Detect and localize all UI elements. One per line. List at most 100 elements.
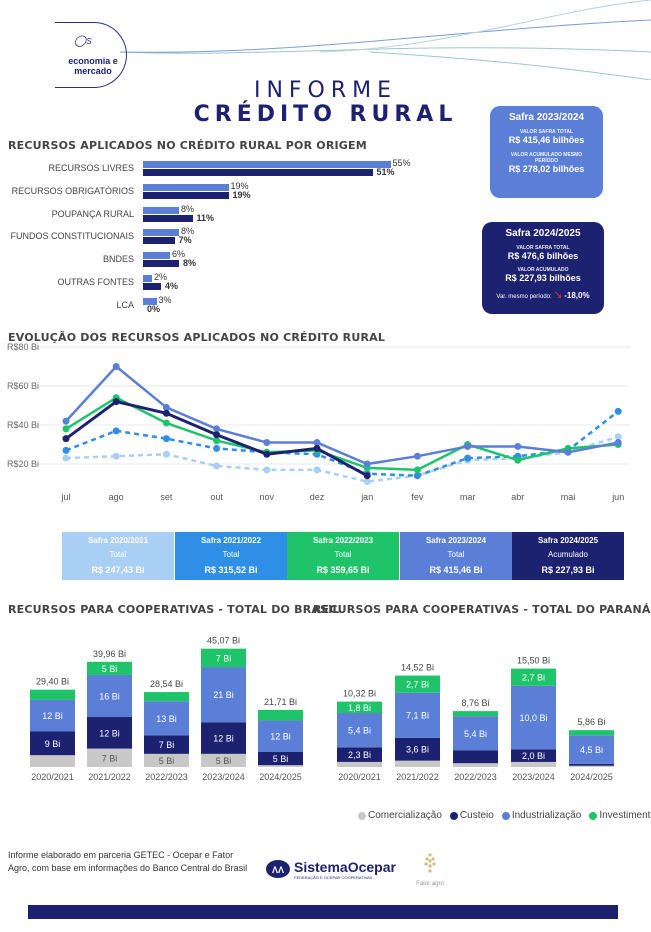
coop-brasil-total-label: 39,96 Bi	[93, 649, 126, 659]
coop-parana-bar-segment	[395, 675, 440, 693]
coop-brasil-segment-label: 16 Bi	[99, 691, 120, 701]
safra-summary-box: Safra 2021/2022 Total R$ 315,52 Bi	[175, 532, 287, 580]
series-point	[213, 444, 221, 452]
coop-brasil-bar-segment	[144, 753, 189, 767]
logo-frame	[55, 22, 127, 88]
coop-brasil-category-label: 2023/2024	[202, 772, 245, 782]
series-point	[62, 425, 70, 433]
coop-parana-segment-label: 5,4 Bi	[464, 729, 487, 739]
coop-parana-bar-segment	[569, 735, 614, 764]
coop-brasil-category-label: 2022/2023	[145, 772, 188, 782]
coop-brasil-bar-segment	[87, 661, 132, 675]
coop-brasil-segment-label: 5 Bi	[216, 756, 232, 766]
coop-parana-segment-label: 7,1 Bi	[406, 711, 429, 721]
safra-summary-title: Safra 2020/2021	[87, 536, 149, 545]
coop-parana-segment-label: 2,7 Bi	[522, 673, 545, 683]
coop-parana-bar-segment	[395, 737, 440, 761]
coop-brasil-bar-segment	[87, 748, 132, 767]
safra-summary-value: R$ 227,93 Bi	[541, 565, 595, 575]
series-point	[614, 407, 622, 415]
coop-bar-charts: 9 Bi 12 Bi 29,40 Bi 2020/2021 7 Bi 12 Bi 16 Bi…	[30, 636, 614, 782]
report-title-line1: INFORME	[253, 78, 398, 103]
origem-value-2023: 8%	[181, 226, 195, 237]
series-point	[112, 452, 120, 460]
series-point	[313, 439, 321, 447]
coop-parana-bar-segment	[453, 763, 498, 767]
series-point	[62, 435, 70, 443]
coop-parana-category-label: 2024/2025	[570, 772, 613, 782]
coop-brasil-segment-label: 5 Bi	[102, 664, 118, 674]
series-point	[363, 472, 371, 480]
coop-parana-bar-segment	[569, 763, 614, 766]
coop-brasil-bar-segment	[258, 752, 303, 766]
series-point	[263, 450, 271, 458]
series-point	[464, 454, 472, 462]
origem-value-2024: 0%	[147, 303, 161, 314]
series-point	[263, 466, 271, 474]
series-point	[62, 454, 70, 462]
origem-bar-2023	[143, 252, 170, 260]
series-point	[62, 417, 70, 425]
coop-parana-bar-segment	[511, 668, 556, 686]
origem-bar-2023	[143, 275, 152, 282]
series-point	[413, 452, 421, 460]
legend-label: Comercialização	[368, 810, 442, 821]
safra-summary-title: Safra 2021/2022	[200, 536, 262, 545]
coop-parana-title: RECURSOS PARA COOPERATIVAS - TOTAL DO PA…	[313, 603, 651, 616]
legend-label: Investimento	[599, 810, 651, 821]
ocepar-logo-text: SistemaOcepar	[294, 858, 396, 875]
header-decoration-lines	[120, 0, 651, 80]
coop-brasil-segment-label: 12 Bi	[270, 732, 291, 742]
origem-label: LCA	[116, 299, 134, 310]
coop-parana-segment-label: 5,4 Bi	[348, 726, 371, 736]
legend-item: Comercialização	[358, 810, 442, 821]
origem-value-2024: 8%	[183, 258, 197, 269]
fatoragro-logo: Fator agro	[412, 852, 448, 887]
coop-parana-segment-label: 2,3 Bi	[348, 750, 371, 760]
series-point	[162, 435, 170, 443]
series-point	[162, 403, 170, 411]
origem-bar-2024	[143, 260, 179, 268]
evolucao-line-chart: R$80 Bi R$60 Bi R$40 Bi R$20 Bi jul ago set out…	[7, 342, 630, 502]
safra-summary-sub: Total	[109, 550, 127, 559]
series-point	[514, 442, 522, 450]
ocepar-logo: ΛΛ SistemaOcepar FEDERAÇÃO E OCEPAR COOP…	[265, 858, 396, 880]
origem-value-2023: 3%	[158, 294, 172, 305]
card-safra-2024: Safra 2024/2025 VALOR SAFRA TOTAL R$ 476…	[482, 222, 604, 314]
series-point	[112, 427, 120, 435]
origem-title: RECURSOS APLICADOS NO CRÉDITO RURAL POR …	[8, 139, 367, 152]
y-tick-label: R$80 Bi	[7, 342, 39, 352]
coop-brasil-bar-segment	[30, 689, 75, 700]
series-point	[112, 363, 120, 370]
origem-bar-2023	[143, 161, 391, 168]
ocepar-logo-subtext: FEDERAÇÃO E OCEPAR COOPERATIVAS	[294, 874, 373, 880]
x-tick-label: out	[210, 492, 223, 502]
safra-summary-sub: Total	[334, 550, 352, 559]
coop-brasil-bar-segment	[30, 731, 75, 756]
coop-brasil-segment-label: 21 Bi	[213, 690, 234, 700]
x-tick-label: mar	[460, 492, 476, 502]
series-point	[313, 466, 321, 474]
series-point	[614, 439, 622, 447]
legend-dot-icon	[449, 811, 458, 820]
series-point	[162, 450, 170, 458]
series-point	[564, 448, 572, 456]
origem-bar-2024	[143, 214, 193, 222]
coop-parana-bar-segment	[337, 747, 382, 762]
card-safra-2023: Safra 2023/2024 VALOR SAFRA TOTAL R$ 415…	[490, 106, 603, 198]
coop-parana-bar-segment	[395, 692, 440, 738]
origem-label: POUPANÇA RURAL	[51, 208, 134, 219]
coop-brasil-title: RECURSOS PARA COOPERATIVAS - TOTAL DO BR…	[8, 603, 340, 616]
origem-label: BNDES	[102, 254, 134, 265]
origem-label: RECURSOS OBRIGATÓRIOS	[11, 185, 134, 196]
origem-value-2023: 6%	[172, 249, 186, 260]
y-tick-label: R$60 Bi	[7, 381, 39, 391]
origem-bar-2024	[143, 191, 229, 199]
coop-brasil-segment-label: 7 Bi	[102, 753, 118, 763]
coop-brasil-total-label: 28,54 Bi	[150, 679, 183, 689]
logo-text: economia e mercado	[68, 56, 118, 76]
coop-brasil-bar-segment	[201, 667, 246, 723]
safra-summary-value: R$ 247,43 Bi	[91, 565, 145, 575]
legend-dot-icon	[589, 811, 598, 820]
origem-value-2024: 7%	[178, 235, 192, 246]
